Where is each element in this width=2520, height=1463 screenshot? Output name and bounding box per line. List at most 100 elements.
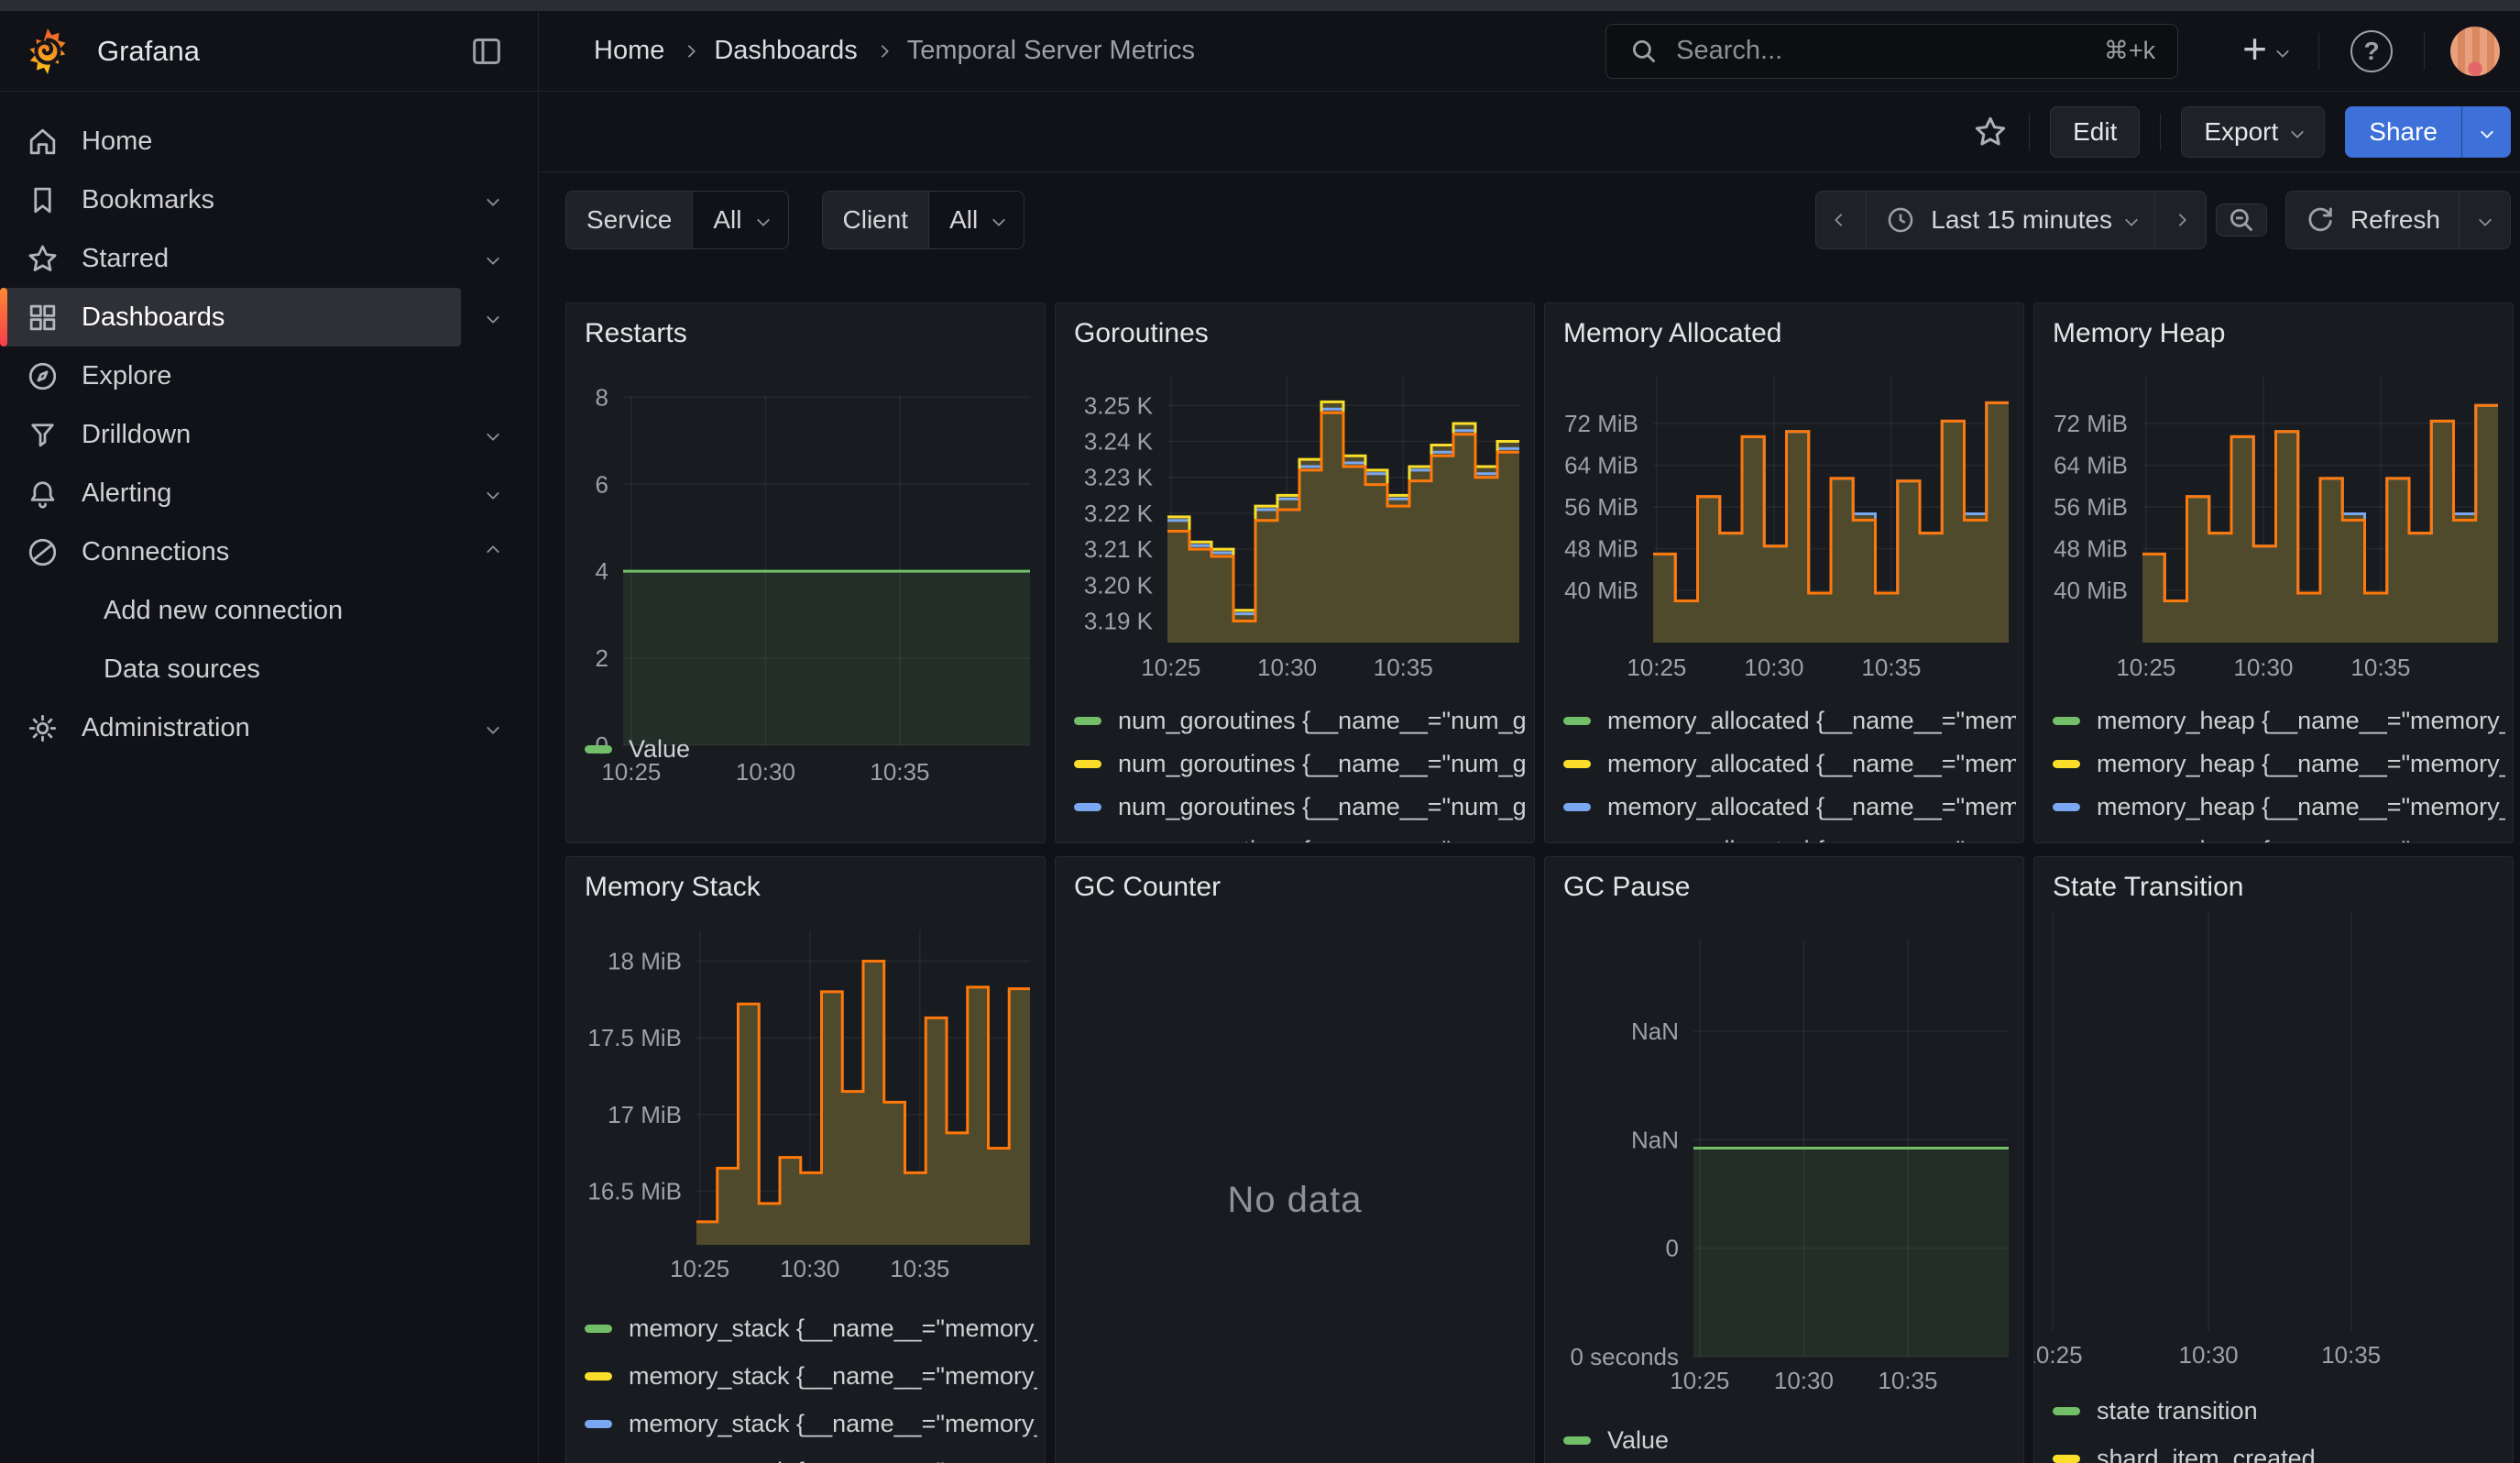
- legend-swatch: [1563, 803, 1591, 811]
- sidebar-item-administration[interactable]: Administration: [0, 698, 538, 757]
- legend-swatch: [585, 745, 612, 754]
- legend-swatch: [585, 1420, 612, 1428]
- variable-service[interactable]: ServiceAll: [565, 191, 789, 249]
- clock-icon: [1885, 204, 1916, 236]
- variable-value-dropdown[interactable]: All: [693, 192, 787, 248]
- legend-item[interactable]: memory_stack {__name__="memory_s: [585, 1400, 1037, 1447]
- sidebar-toggle-icon[interactable]: [468, 33, 505, 70]
- search-input[interactable]: [1676, 36, 2087, 66]
- variable-value: All: [949, 205, 978, 235]
- panel-title[interactable]: State Transition: [2053, 872, 2243, 903]
- breadcrumb-item[interactable]: Home: [594, 36, 664, 66]
- legend-item[interactable]: Value: [1563, 1414, 2016, 1463]
- breadcrumb-item[interactable]: Dashboards: [714, 36, 857, 66]
- legend-item[interactable]: memory_stack {__name__="memory_s: [585, 1447, 1037, 1463]
- legend-item[interactable]: num_goroutines {__name__="num_go: [1074, 742, 1527, 786]
- time-range-picker[interactable]: Last 15 minutes: [1867, 191, 2155, 249]
- favorite-star-icon[interactable]: [1972, 114, 2009, 150]
- sidebar-item-label: Add new connection: [104, 596, 343, 626]
- legend-swatch: [1563, 760, 1591, 768]
- svg-text:10:35: 10:35: [2321, 1341, 2381, 1369]
- legend-item[interactable]: memory_stack {__name__="memory_s: [585, 1352, 1037, 1400]
- search-box[interactable]: ⌘+k: [1605, 24, 2178, 79]
- legend-item[interactable]: memory_stack {__name__="memory_s: [585, 1304, 1037, 1352]
- legend-item[interactable]: memory_allocated {__name__="memc: [1563, 742, 2016, 786]
- add-button[interactable]: +: [2242, 33, 2287, 70]
- legend-swatch: [1074, 760, 1101, 768]
- time-back-button[interactable]: [1815, 191, 1867, 249]
- zoom-out-icon: [2226, 204, 2257, 236]
- svg-text:3.20 K: 3.20 K: [1084, 571, 1154, 599]
- sidebar-item-drilldown[interactable]: Drilldown: [0, 405, 538, 464]
- panel-title[interactable]: GC Pause: [1563, 872, 1690, 903]
- chart-canvas[interactable]: 10:2510:3010:35: [2034, 857, 2513, 1463]
- legend-item[interactable]: num_goroutines {__name__="num_go: [1074, 699, 1527, 742]
- grafana-logo: [22, 26, 73, 77]
- bookmark-icon: [26, 183, 60, 217]
- export-button[interactable]: Export: [2181, 106, 2325, 158]
- legend-label: memory_allocated {__name__="memc: [1607, 793, 2016, 821]
- legend-item[interactable]: memory_allocated {__name__="memc: [1563, 699, 2016, 742]
- legend-item[interactable]: num_goroutines {__name__="num_go: [1074, 786, 1527, 829]
- legend-label: memory_allocated {__name__="memc: [1607, 707, 2016, 735]
- sidebar-item-dashboards[interactable]: Dashboards: [0, 288, 538, 346]
- divider: [2160, 114, 2161, 150]
- legend-swatch: [2053, 803, 2080, 811]
- legend-item[interactable]: memory_allocated {__name__="memc: [1563, 786, 2016, 829]
- sidebar-item-bookmarks[interactable]: Bookmarks: [0, 170, 538, 229]
- svg-text:10:25: 10:25: [1670, 1367, 1729, 1394]
- avatar[interactable]: [2450, 27, 2500, 76]
- refresh-button[interactable]: Refresh: [2285, 191, 2460, 249]
- sidebar-item-label: Drilldown: [82, 420, 191, 450]
- svg-text:10:35: 10:35: [890, 1255, 949, 1282]
- legend-label: memory_allocated {__name__="memc: [1607, 750, 2016, 778]
- legend-swatch: [2053, 1407, 2080, 1415]
- sidebar-item-connections[interactable]: Connections: [0, 522, 538, 581]
- panel-title[interactable]: Memory Heap: [2053, 318, 2225, 349]
- legend-item[interactable]: state transition: [2053, 1387, 2505, 1435]
- svg-text:10:30: 10:30: [1257, 654, 1317, 681]
- sidebar-item-label: Home: [82, 126, 152, 157]
- legend-item[interactable]: shard_item_created: [2053, 1435, 2505, 1463]
- svg-text:3.19 K: 3.19 K: [1084, 607, 1154, 634]
- panel-title[interactable]: Restarts: [585, 318, 687, 349]
- panel-memory-heap: Memory Heap72 MiB64 MiB56 MiB48 MiB40 Mi…: [2033, 302, 2514, 843]
- variable-client[interactable]: Client All: [822, 191, 1025, 249]
- legend-item[interactable]: num_goroutines {__name__="num_go: [1074, 829, 1527, 842]
- legend-item[interactable]: Value: [585, 727, 1037, 771]
- legend-item[interactable]: memory_heap {__name__="memory_h: [2053, 699, 2505, 742]
- edit-button[interactable]: Edit: [2050, 106, 2140, 158]
- main-content: Edit Export Share ServiceAll Client All: [539, 92, 2520, 1463]
- panel-title[interactable]: Memory Stack: [585, 872, 761, 903]
- sidebar-item-alerting[interactable]: Alerting: [0, 464, 538, 522]
- panel-title[interactable]: GC Counter: [1074, 872, 1221, 903]
- sidebar-item-explore[interactable]: Explore: [0, 346, 538, 405]
- chevron-down-icon: [2276, 44, 2289, 57]
- time-forward-button[interactable]: [2155, 191, 2207, 249]
- legend-item[interactable]: memory_heap {__name__="memory_h: [2053, 786, 2505, 829]
- sidebar-item-data-sources[interactable]: Data sources: [0, 640, 538, 698]
- sidebar-item-starred[interactable]: Starred: [0, 229, 538, 288]
- legend-swatch: [1563, 717, 1591, 725]
- zoom-out-button[interactable]: [2216, 204, 2267, 236]
- sidebar-item-add-new-connection[interactable]: Add new connection: [0, 581, 538, 640]
- refresh-interval-dropdown[interactable]: [2460, 191, 2511, 249]
- share-dropdown-button[interactable]: [2461, 106, 2511, 158]
- legend-item[interactable]: memory_allocated {__name__="memc: [1563, 829, 2016, 842]
- help-button[interactable]: ?: [2350, 30, 2393, 72]
- share-button[interactable]: Share: [2345, 106, 2461, 158]
- svg-text:3.22 K: 3.22 K: [1084, 500, 1154, 527]
- variable-value-dropdown[interactable]: All: [929, 192, 1024, 248]
- svg-text:48 MiB: 48 MiB: [1564, 535, 1638, 563]
- chart-canvas[interactable]: 0 seconds0NaNNaN10:2510:3010:35: [1545, 857, 2023, 1463]
- legend-item[interactable]: memory_heap {__name__="memory_h: [2053, 829, 2505, 842]
- legend-item[interactable]: memory_heap {__name__="memory_h: [2053, 742, 2505, 786]
- variable-label: Client: [823, 192, 930, 248]
- legend-label: num_goroutines {__name__="num_go: [1118, 750, 1527, 778]
- svg-text:64 MiB: 64 MiB: [2054, 452, 2128, 479]
- svg-text:10:30: 10:30: [2179, 1341, 2239, 1369]
- panel-title[interactable]: Goroutines: [1074, 318, 1209, 349]
- sidebar-item-home[interactable]: Home: [0, 112, 538, 170]
- sidebar-item-label: Explore: [82, 361, 171, 391]
- panel-title[interactable]: Memory Allocated: [1563, 318, 1781, 349]
